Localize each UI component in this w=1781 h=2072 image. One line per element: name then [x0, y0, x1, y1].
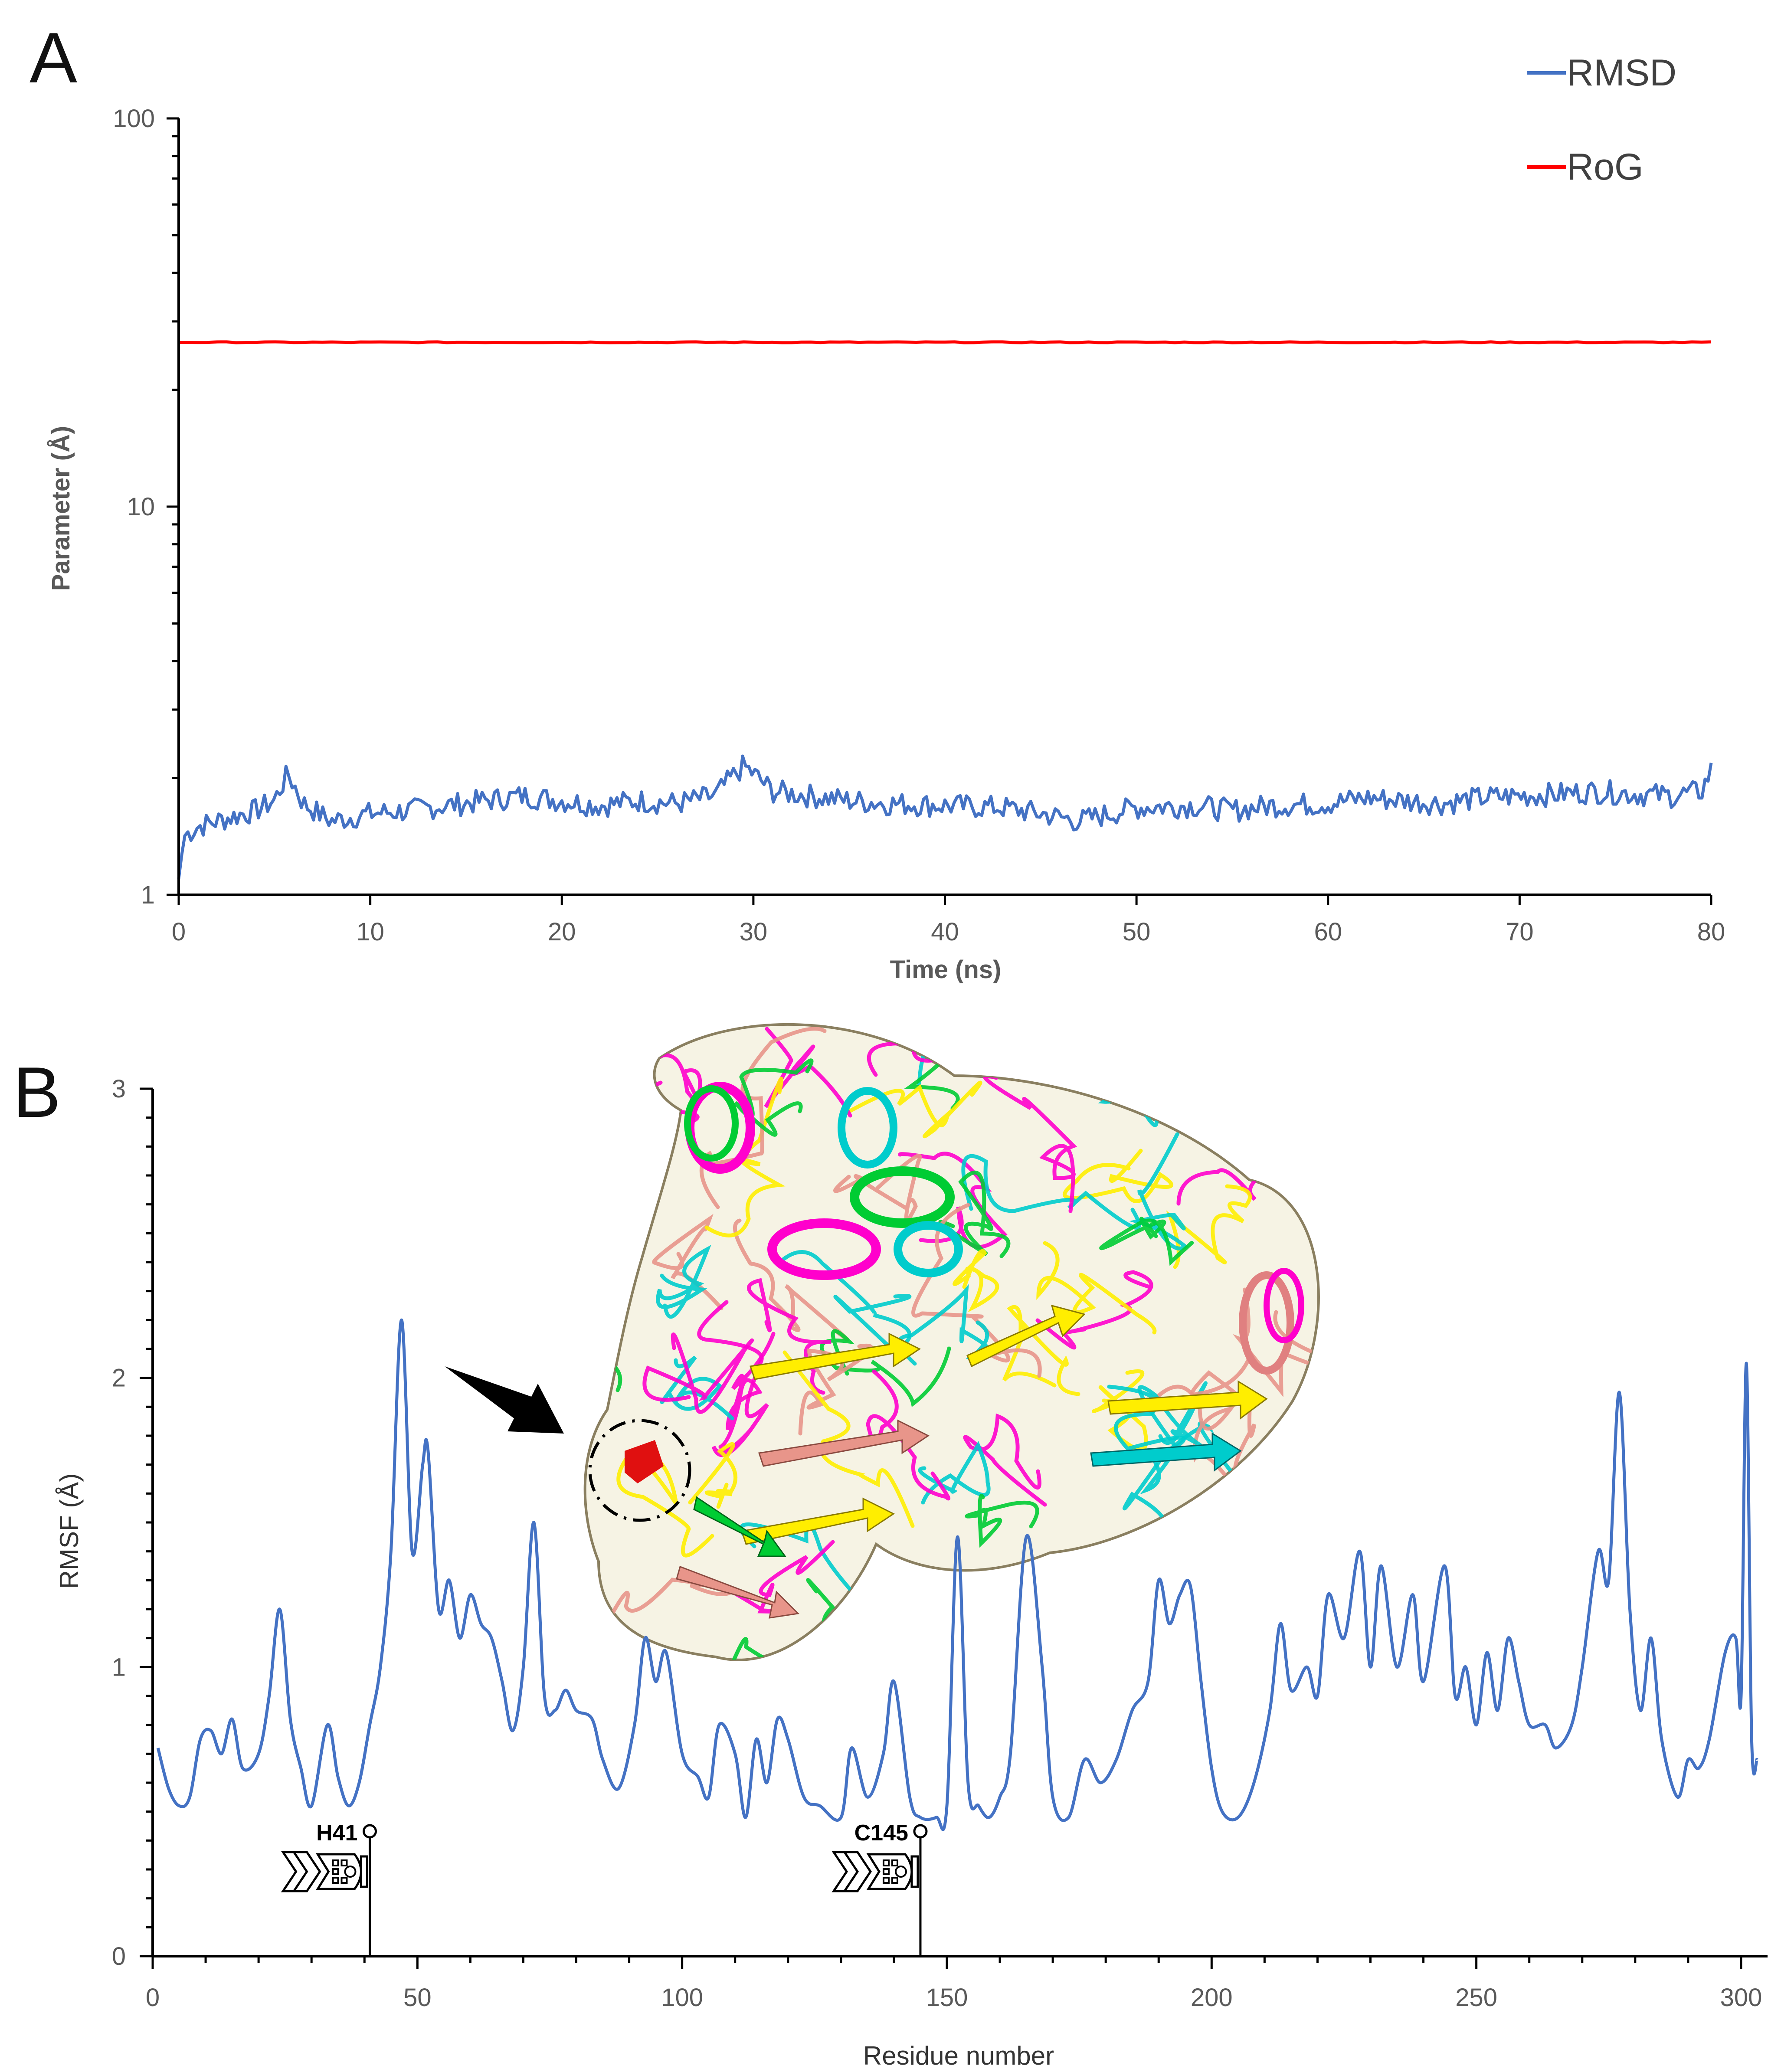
panel-b-x-tick-label: 100 — [661, 1984, 703, 2012]
panel-b-x-tick-label: 300 — [1720, 1984, 1762, 2012]
panel-a-ylabel: Parameter (Å) — [47, 426, 75, 591]
annotation-pin-head — [913, 1824, 928, 1839]
annotation-h41: H41 — [281, 1820, 377, 1956]
panel-a-axes: 1 10 100 0 10 20 30 40 50 60 70 80 — [113, 105, 1725, 946]
series-rmsf-line — [156, 1318, 1759, 1831]
panel-a-x-tick-label: 70 — [1506, 918, 1534, 946]
panel-a-letter: A — [29, 18, 77, 98]
panel-b-x-tick-label: 150 — [926, 1984, 968, 2012]
panel-b-ylabel: RMSF (Å) — [55, 1473, 84, 1589]
panel-a-x-tick-label: 30 — [740, 918, 768, 946]
legend-rmsd-label: RMSD — [1567, 52, 1676, 94]
panel-b-y-tick-label: 0 — [112, 1942, 126, 1971]
panel-b-x-tick-label: 200 — [1191, 1984, 1233, 2012]
panel-a-x-tick-label: 80 — [1697, 918, 1725, 946]
panel-b-y-tick-label: 2 — [112, 1364, 126, 1392]
panel-b-axes: 0 1 2 3 0 50 100 150 200 250 300 — [112, 1075, 1768, 2012]
panel-a-xlabel: Time (ns) — [890, 956, 1002, 984]
panel-a-y-tick-label: 1 — [141, 881, 155, 909]
protein-structure-image — [583, 1023, 1320, 1661]
panel-a-marks — [177, 340, 1713, 879]
panel-b-x-tick-label: 0 — [146, 1984, 160, 2012]
panel-a-y-tick-label: 10 — [127, 493, 155, 521]
panel-b-marks — [156, 1318, 1759, 1831]
series-rmsd-line — [177, 754, 1713, 879]
annotation-label: H41 — [316, 1820, 357, 1846]
pointer-arrow — [445, 1366, 564, 1434]
panel-a-chart: 1 10 100 0 10 20 30 40 50 60 70 80 RMSD RoG Time (n… — [47, 52, 1725, 984]
panel-a-x-tick-label: 40 — [931, 918, 959, 946]
panel-b-x-tick-label: 250 — [1455, 1984, 1497, 2012]
annotation-c145: C145 — [832, 1820, 928, 1956]
panel-b-x-tick-label: 50 — [403, 1984, 432, 2012]
series-rog-line — [178, 340, 1712, 344]
annotation-pin-head — [362, 1824, 377, 1839]
protein-strands — [676, 1304, 1268, 1619]
panel-a-x-tick-label: 10 — [356, 918, 384, 946]
panel-b-annotations: H41 C145 — [281, 1820, 928, 1956]
panel-b-y-tick-label: 1 — [112, 1653, 126, 1681]
panel-b-chart: 0 1 2 3 0 50 100 150 200 250 300 H41 C145 Residue n… — [55, 1023, 1768, 2070]
panel-b-letter: B — [13, 1052, 61, 1132]
panel-a-x-tick-label: 60 — [1314, 918, 1342, 946]
panel-b-xlabel: Residue number — [863, 2041, 1054, 2070]
annotation-label: C145 — [854, 1820, 908, 1846]
panel-a-x-tick-label: 20 — [548, 918, 576, 946]
legend-rog-label: RoG — [1567, 146, 1643, 188]
panel-b-y-tick-label: 3 — [112, 1075, 126, 1103]
panel-a-x-tick-label: 0 — [172, 918, 186, 946]
residue-glyph-icon — [832, 1851, 919, 1892]
panel-a-y-tick-label: 100 — [113, 105, 155, 133]
highlight-circle — [588, 1419, 691, 1522]
residue-glyph-icon — [281, 1851, 368, 1892]
protein-helices — [684, 1082, 1304, 1375]
highlight-site — [625, 1440, 664, 1483]
panel-a-x-tick-label: 50 — [1123, 918, 1151, 946]
panel-a-legend: RMSD RoG — [1527, 52, 1676, 188]
